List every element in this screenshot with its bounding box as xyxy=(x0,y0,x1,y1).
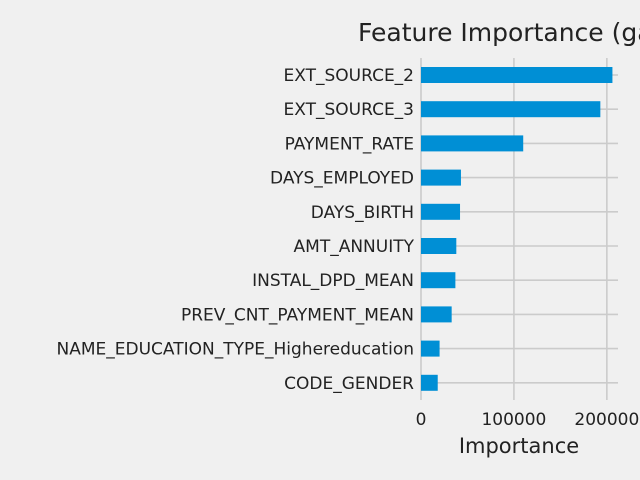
chart-title: Feature Importance (ga xyxy=(358,18,640,47)
y-tick-label: EXT_SOURCE_2 xyxy=(284,66,414,86)
bar xyxy=(421,340,440,357)
bar xyxy=(421,101,601,118)
y-tick-label: CODE_GENDER xyxy=(284,374,414,394)
bar xyxy=(421,306,452,323)
bar xyxy=(421,169,461,186)
bar xyxy=(421,67,613,83)
y-tick-label: DAYS_BIRTH xyxy=(311,203,414,223)
y-tick-label: AMT_ANNUITY xyxy=(294,237,415,257)
bar xyxy=(421,135,524,152)
y-tick-labels: EXT_SOURCE_2 EXT_SOURCE_3 PAYMENT_RATE DAYS… xyxy=(57,66,415,394)
bar xyxy=(421,238,457,254)
x-tick-label: 0 xyxy=(416,410,427,430)
bar xyxy=(421,203,461,220)
y-tick-label: NAME_EDUCATION_TYPE_Highereducation xyxy=(57,340,414,360)
x-tick-label: 200000 xyxy=(574,410,639,430)
y-tick-label: DAYS_EMPLOYED xyxy=(270,169,414,189)
y-tick-label: PREV_CNT_PAYMENT_MEAN xyxy=(181,305,414,325)
bar xyxy=(421,374,438,391)
y-tick-label: INSTAL_DPD_MEAN xyxy=(252,271,414,291)
x-axis-label: Importance xyxy=(459,434,579,458)
bars xyxy=(421,67,613,391)
x-tick-labels: 0 100000 200000 xyxy=(416,410,640,430)
x-tick-label: 100000 xyxy=(481,410,546,430)
bar xyxy=(421,272,456,289)
y-tick-label: PAYMENT_RATE xyxy=(285,134,414,154)
y-tick-label: EXT_SOURCE_3 xyxy=(284,100,414,120)
